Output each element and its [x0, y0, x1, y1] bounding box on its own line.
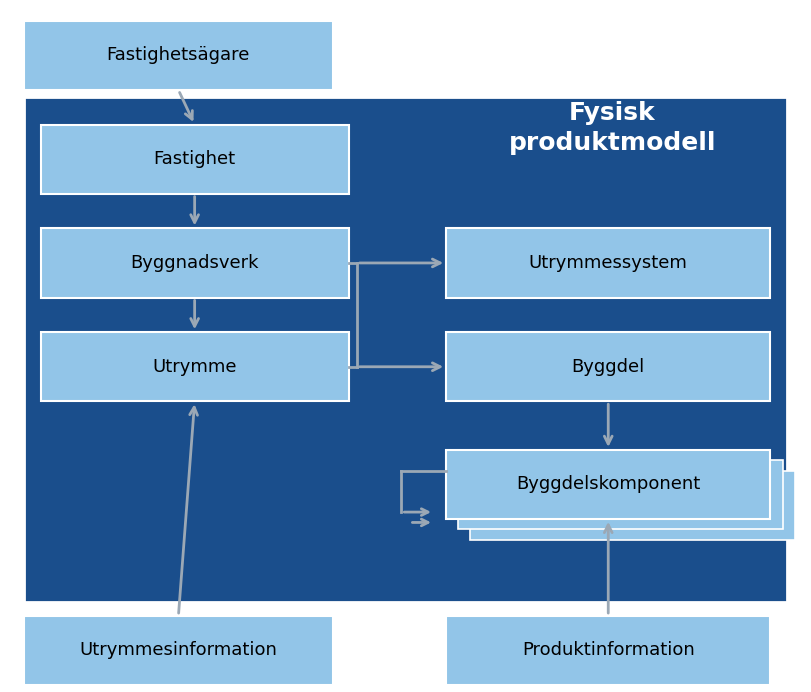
- FancyBboxPatch shape: [458, 460, 783, 529]
- FancyBboxPatch shape: [41, 125, 349, 194]
- Text: Fastighet: Fastighet: [153, 150, 236, 168]
- FancyBboxPatch shape: [41, 332, 349, 401]
- FancyBboxPatch shape: [446, 228, 770, 298]
- FancyBboxPatch shape: [24, 616, 333, 685]
- Text: Utrymmessystem: Utrymmessystem: [529, 254, 688, 272]
- Text: Byggdel: Byggdel: [572, 358, 645, 376]
- FancyBboxPatch shape: [446, 332, 770, 401]
- Text: Utrymmesinformation: Utrymmesinformation: [79, 641, 277, 659]
- FancyBboxPatch shape: [24, 21, 333, 90]
- FancyBboxPatch shape: [41, 228, 349, 298]
- FancyBboxPatch shape: [446, 450, 770, 519]
- Text: Fysisk
produktmodell: Fysisk produktmodell: [508, 101, 716, 155]
- FancyBboxPatch shape: [470, 471, 795, 540]
- FancyBboxPatch shape: [446, 616, 770, 685]
- FancyBboxPatch shape: [24, 97, 787, 602]
- Text: Byggdelskomponent: Byggdelskomponent: [516, 475, 701, 493]
- Text: Utrymme: Utrymme: [152, 358, 237, 376]
- Text: Byggnadsverk: Byggnadsverk: [131, 254, 259, 272]
- Text: Produktinformation: Produktinformation: [521, 641, 695, 659]
- Text: Fastighetsägare: Fastighetsägare: [107, 46, 250, 64]
